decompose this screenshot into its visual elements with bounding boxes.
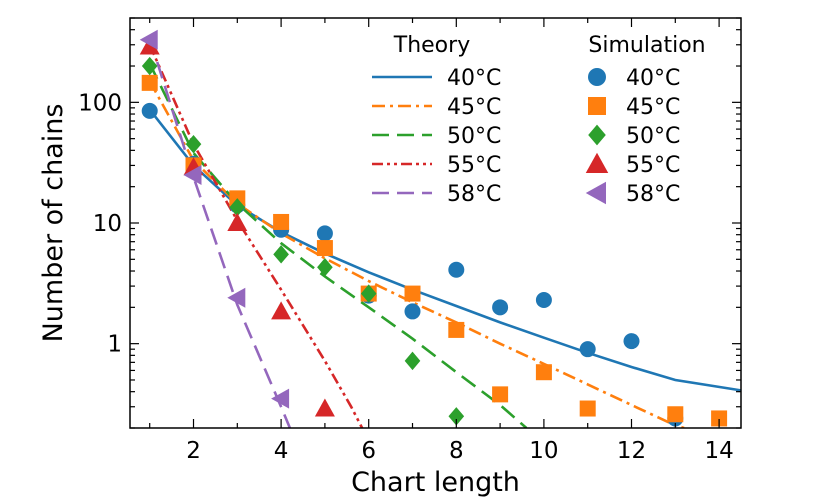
legend-theory-title: Theory xyxy=(393,33,470,58)
sim-point-1-11 xyxy=(579,341,596,358)
legend-theory-label-3: 50°C xyxy=(447,124,501,149)
sim-point-1-7 xyxy=(404,303,421,320)
legend-theory-label-5: 58°C xyxy=(447,182,501,207)
y-tick-label: 100 xyxy=(78,90,122,116)
legend-sim-label-4: 55°C xyxy=(626,153,680,178)
theory-line-3 xyxy=(148,62,528,428)
sim-point-3-7 xyxy=(404,351,421,371)
sim-point-1-12 xyxy=(623,333,640,350)
sim-point-5-3 xyxy=(227,287,246,308)
sim-point-1-8 xyxy=(448,261,465,278)
legend-theory-label-2: 45°C xyxy=(447,95,501,120)
legend-sim-marker-2 xyxy=(588,97,606,115)
simulation-markers xyxy=(139,29,728,427)
sim-point-3-1 xyxy=(141,56,158,76)
sim-point-5-1 xyxy=(139,29,158,50)
x-tick-label: 4 xyxy=(274,438,289,464)
y-tick-label: 10 xyxy=(93,211,122,237)
y-axis-label: Number of chains xyxy=(38,104,69,343)
x-tick-label: 12 xyxy=(617,438,646,464)
x-tick-label: 6 xyxy=(361,438,376,464)
axes: 2 4 6 8 10 12 14 1 10 100 xyxy=(78,17,742,464)
sim-point-1-9 xyxy=(492,299,509,316)
sim-point-3-2 xyxy=(185,134,202,154)
legend-sim-label-1: 40°C xyxy=(626,66,680,91)
x-tick-label: 10 xyxy=(529,438,558,464)
sim-point-4-3 xyxy=(227,213,248,231)
sim-point-5-2 xyxy=(183,164,202,185)
sim-point-2-11 xyxy=(579,400,596,417)
x-axis-label: Chart length xyxy=(351,467,520,498)
sim-point-2-13 xyxy=(711,410,728,427)
sim-point-3-6 xyxy=(360,284,377,303)
sim-point-3-8 xyxy=(448,407,465,426)
legend-sim-marker-1 xyxy=(588,68,606,86)
legend-sim-marker-3 xyxy=(588,124,606,146)
legend: Theory Simulation 40°C 40°C 45°C 45°C 50°C 50°C… xyxy=(372,33,706,207)
sim-point-4-4 xyxy=(271,301,292,320)
x-tick-label: 8 xyxy=(449,438,464,464)
x-tick-label: 2 xyxy=(186,438,201,464)
x-tick-label: 14 xyxy=(704,438,733,464)
sim-point-1-10 xyxy=(535,292,552,309)
sim-point-2-10 xyxy=(535,364,552,381)
sim-point-4-1 xyxy=(139,36,160,55)
sim-point-2-7 xyxy=(404,285,421,302)
legend-sim-marker-4 xyxy=(585,152,609,173)
legend-simulation-title: Simulation xyxy=(588,33,705,58)
y-tick-label: 1 xyxy=(107,332,122,358)
legend-sim-label-3: 50°C xyxy=(626,124,680,149)
theory-line-5 xyxy=(148,37,292,428)
sim-point-5-4 xyxy=(271,388,290,409)
legend-theory-label-4: 55°C xyxy=(447,153,501,178)
sim-point-3-4 xyxy=(273,245,289,264)
legend-sim-marker-5 xyxy=(585,181,606,205)
legend-sim-label-2: 45°C xyxy=(626,95,680,120)
sim-point-3-3 xyxy=(229,198,246,217)
sim-point-2-12 xyxy=(667,406,684,423)
sim-point-2-5 xyxy=(316,240,333,257)
sim-point-2-1 xyxy=(141,74,158,91)
sim-point-2-4 xyxy=(273,213,290,230)
legend-theory-label-1: 40°C xyxy=(447,66,501,91)
sim-point-4-5 xyxy=(314,398,335,417)
theory-line-4 xyxy=(148,44,364,428)
sim-point-2-9 xyxy=(492,386,509,403)
sim-point-2-8 xyxy=(448,321,465,338)
legend-sim-label-5: 58°C xyxy=(626,182,680,207)
sim-point-1-5 xyxy=(316,225,333,242)
sim-point-1-1 xyxy=(141,102,158,119)
sim-point-3-5 xyxy=(317,258,333,277)
